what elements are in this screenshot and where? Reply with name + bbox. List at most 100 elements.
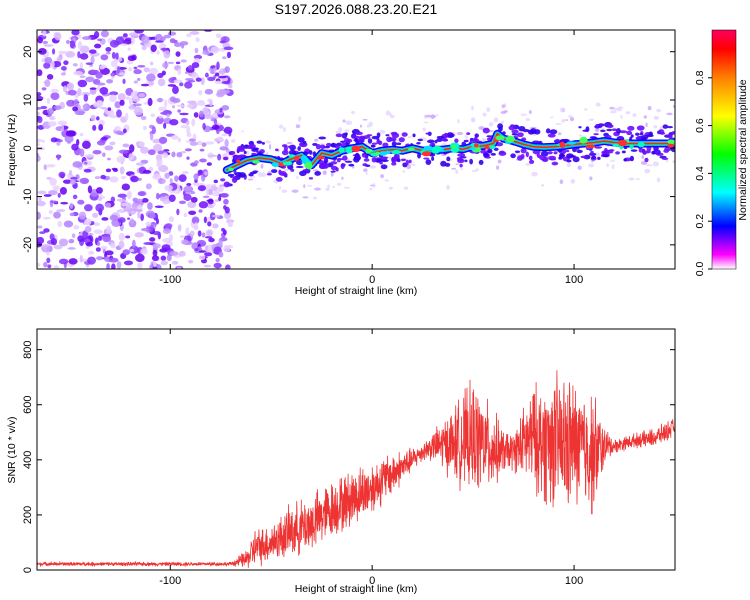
- snr-ytick-label: 0: [22, 567, 34, 573]
- noise-blob: [127, 217, 131, 220]
- noise-blob: [501, 120, 504, 124]
- noise-blob: [171, 151, 176, 158]
- ridge-blob: [330, 170, 336, 173]
- ridge-peak: [375, 151, 380, 156]
- spectrogram-xtick-label: -100: [159, 274, 181, 286]
- noise-blob: [566, 163, 571, 168]
- noise-blob: [632, 113, 637, 117]
- noise-blob: [96, 241, 101, 246]
- noise-blob: [85, 76, 95, 83]
- noise-blob: [656, 177, 661, 183]
- ridge-peak: [345, 146, 353, 154]
- noise-blob: [167, 84, 177, 87]
- ridge-blob: [551, 161, 559, 166]
- noise-blob: [181, 43, 185, 49]
- ridge-blob: [510, 153, 516, 159]
- noise-blob: [203, 264, 212, 268]
- noise-blob: [117, 93, 126, 101]
- noise-blob: [117, 193, 127, 198]
- noise-blob: [48, 189, 58, 196]
- ridge-blob: [623, 158, 628, 162]
- noise-blob: [219, 107, 223, 113]
- noise-blob: [71, 233, 76, 239]
- noise-blob: [69, 202, 74, 210]
- ridge-blob: [493, 147, 499, 151]
- noise-blob: [122, 78, 126, 85]
- noise-blob: [221, 227, 225, 232]
- noise-blob: [95, 247, 101, 252]
- noise-blob: [278, 124, 284, 129]
- noise-blob: [73, 225, 80, 230]
- ridge-blob: [308, 150, 313, 155]
- noise-blob: [106, 225, 112, 234]
- ridge-blob: [566, 153, 574, 159]
- ridge-blob: [549, 129, 558, 135]
- noise-blob: [67, 247, 76, 250]
- noise-blob: [181, 170, 189, 175]
- noise-blob: [118, 72, 126, 76]
- noise-blob: [211, 214, 221, 218]
- ridge-blob: [423, 157, 430, 160]
- noise-blob: [134, 232, 144, 238]
- noise-blob: [205, 187, 209, 196]
- noise-blob: [57, 220, 63, 227]
- noise-blob: [220, 178, 226, 182]
- noise-blob: [101, 136, 108, 141]
- noise-blob: [198, 250, 207, 253]
- noise-blob: [172, 98, 181, 103]
- noise-blob: [344, 129, 350, 132]
- ridge-blob: [248, 144, 256, 149]
- noise-blob: [56, 154, 61, 161]
- noise-blob: [37, 211, 41, 220]
- noise-blob: [570, 178, 576, 184]
- noise-blob: [223, 198, 229, 205]
- noise-blob: [56, 209, 66, 213]
- ridge-blob: [278, 169, 282, 175]
- noise-blob: [157, 72, 164, 78]
- noise-blob: [109, 91, 119, 96]
- noise-blob: [628, 177, 635, 181]
- noise-blob: [214, 199, 219, 202]
- noise-blob: [111, 51, 116, 59]
- ridge-blob: [638, 148, 644, 153]
- noise-blob: [117, 217, 126, 224]
- noise-blob: [46, 107, 55, 115]
- ridge-peak: [338, 147, 345, 153]
- noise-blob: [47, 121, 57, 127]
- noise-blob: [100, 54, 109, 61]
- noise-blob: [129, 98, 133, 106]
- noise-blob: [100, 106, 108, 110]
- noise-blob: [118, 240, 125, 249]
- noise-blob: [105, 51, 111, 55]
- noise-blob: [501, 104, 506, 108]
- noise-blob: [154, 205, 164, 209]
- noise-blob: [122, 128, 127, 134]
- ridge-blob: [606, 128, 613, 132]
- noise-blob: [278, 185, 282, 190]
- noise-blob: [217, 136, 224, 142]
- noise-blob: [156, 158, 163, 166]
- noise-blob: [283, 127, 286, 133]
- noise-blob: [110, 60, 118, 68]
- ridge-blob: [379, 161, 383, 165]
- noise-blob: [185, 227, 190, 235]
- noise-blob: [138, 93, 146, 98]
- ridge-blob: [446, 132, 454, 139]
- noise-blob: [161, 244, 171, 251]
- colorbar-tick-label: 0.0: [694, 262, 706, 277]
- noise-blob: [210, 46, 220, 54]
- noise-blob: [128, 104, 136, 110]
- noise-blob: [104, 145, 114, 151]
- noise-blob: [64, 134, 74, 143]
- noise-blob: [79, 75, 86, 78]
- ridge-blob: [514, 150, 521, 154]
- noise-blob: [171, 260, 179, 265]
- ridge-blob: [482, 127, 490, 134]
- noise-blob: [210, 65, 216, 69]
- snr-panel: -100 0 100 0 200 400 600 800 Height of straight…: [6, 328, 676, 595]
- ridge-blob: [315, 144, 321, 150]
- noise-blob: [656, 108, 662, 113]
- noise-blob: [163, 200, 169, 205]
- noise-blob: [152, 266, 158, 269]
